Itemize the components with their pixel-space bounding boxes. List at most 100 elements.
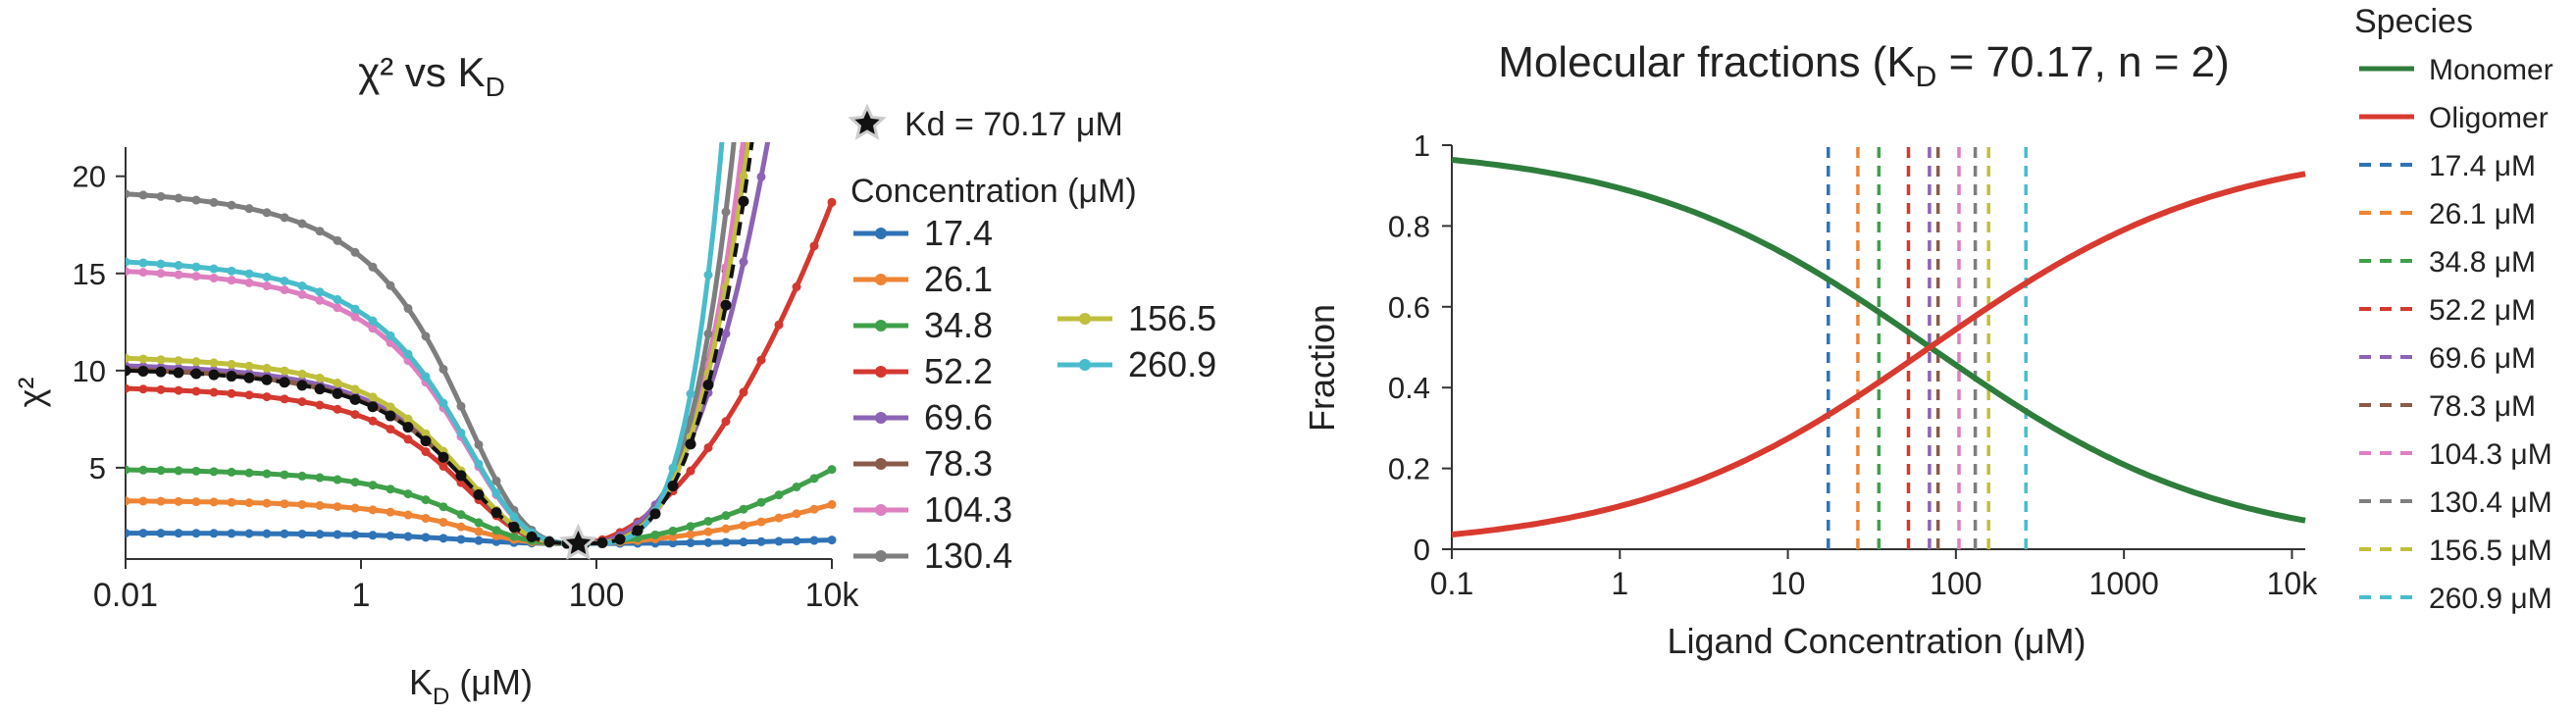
chi2-series-52-2-point: [368, 416, 378, 426]
chi2-series-26-1-point: [138, 496, 148, 506]
chi2-series-260-9-point: [386, 331, 395, 340]
chi2-series-34-8-point: [650, 530, 660, 539]
chi2-series-260-9-point: [350, 304, 360, 314]
chi2-x-tick-label: 0.01: [93, 577, 158, 614]
chi2-series-26-1-point: [315, 500, 325, 510]
chi2-mean-series-point: [208, 369, 220, 381]
chi2-mean-series-point: [649, 508, 661, 520]
chi2-series-17-4-point: [174, 529, 183, 538]
chi2-legend-swatch-dot: [875, 458, 887, 470]
chi2-series-104-3-point: [742, 142, 746, 143]
chi2-series-17-4-point: [368, 531, 378, 540]
chi2-series-34-8-point: [774, 490, 784, 500]
chi2-series-156-5-point: [262, 363, 272, 373]
chi2-series-26-1-point: [456, 522, 466, 532]
chi2-series-17-4-point: [244, 529, 254, 538]
chi2-series-104-3-point: [244, 278, 254, 287]
chi2-mean-series-point: [667, 481, 679, 492]
chi2-series-260-9-point: [315, 287, 325, 297]
chi2-series-26-1-point: [403, 510, 413, 520]
chi2-series-34-8-point: [668, 526, 678, 536]
chi2-series-260-9-point: [474, 459, 484, 469]
chi2-series-26-1-point: [739, 521, 748, 531]
chi2-series-34-8-point: [350, 478, 360, 487]
chi2-series-26-1-point: [438, 518, 448, 528]
chi2-y-tick-label: 20: [73, 160, 106, 194]
chi2-series-34-8-point: [474, 518, 484, 528]
chi2-legend-title: Concentration (μM): [850, 173, 1137, 210]
chi2-series-130-4-point: [350, 247, 360, 257]
chi2-series-260-9-point: [491, 488, 501, 498]
fractions-series-group: [1451, 145, 2306, 549]
chi2-legend-swatch-dot: [875, 228, 887, 239]
chi2-y-tick-label: 15: [73, 257, 106, 291]
chi2-series-156-5-point: [333, 379, 342, 388]
chi2-series-130-4-point: [721, 207, 731, 217]
chi2-series-130-4-point: [191, 195, 201, 205]
chi2-series-52-2-point: [280, 394, 289, 404]
chi2-series-156-5-point: [739, 172, 748, 181]
chi2-series-52-2-point: [315, 400, 325, 410]
fractions-y-tick-label: 1: [1414, 128, 1430, 163]
chi2-series-52-2-point: [227, 388, 236, 398]
chi2-series-130-4-point: [403, 303, 413, 313]
fractions-x-tick-label: 10k: [2267, 566, 2319, 601]
chi2-series-52-2-point: [244, 390, 254, 400]
chi2-x-tick-label: 100: [569, 577, 625, 614]
chi2-series-34-8-point: [315, 473, 325, 483]
chi2-series-26-1-point: [774, 513, 784, 523]
chi2-series-17-4-point: [739, 537, 748, 547]
chi2-mean-series-point: [438, 451, 449, 463]
chi2-series-52-2-point: [126, 383, 130, 393]
species-legend-label: Monomer: [2429, 54, 2553, 86]
chi2-series-34-8-point: [421, 495, 431, 505]
chi2-mean-series-point: [473, 488, 485, 500]
chi2-series-104-3-point: [333, 303, 342, 313]
chi2-series-17-4-point: [156, 529, 166, 538]
chi2-series-26-1-point: [244, 498, 254, 508]
oligomer-line: [1451, 171, 2306, 537]
fractions-x-tick-label: 0.1: [1430, 566, 1473, 601]
chi2-series-34-8-point: [174, 466, 183, 476]
species-legend-label: 69.6 μM: [2429, 342, 2536, 375]
chi2-series-17-4-point: [191, 529, 201, 538]
chi2-series-52-2-point: [739, 387, 748, 397]
chi2-series-130-4-point: [227, 200, 236, 210]
chi2-series-26-1-point: [386, 507, 395, 517]
chi2-series-34-8-point: [156, 466, 166, 476]
chi2-legend-swatch-dot: [875, 366, 887, 378]
chi2-series-104-3-point: [126, 267, 130, 277]
chi2-mean-series-point: [420, 435, 432, 447]
chi2-series-69-6-point: [756, 172, 766, 181]
chi2-mean-series-point: [155, 366, 167, 378]
chi2-series-34-8-point: [368, 481, 378, 490]
chi2-mean-series-point: [614, 534, 626, 545]
chi2-series-260-9-point: [174, 261, 183, 271]
chi2-series-17-4-point: [792, 536, 801, 545]
chi2-series-260-9-point: [456, 428, 466, 437]
chi2-mean-series-point: [332, 387, 343, 399]
chi2-series-26-1-point: [333, 502, 342, 512]
chi2-series-52-2-point: [774, 320, 784, 330]
chi2-series-34-8-point: [333, 475, 342, 484]
chi2-series-17-4-point: [756, 536, 766, 546]
chi2-series-52-2-point: [174, 385, 183, 395]
chi2-series-104-3-point: [227, 276, 236, 285]
chi2-legend-swatch-dot: [1079, 313, 1091, 325]
chi2-series-34-8-point: [827, 465, 837, 475]
chi2-series-156-5-point: [315, 373, 325, 382]
chi2-legend-label: 69.6: [924, 397, 993, 437]
chi2-series-156-5-point: [280, 366, 289, 376]
chi2-mean-series-point: [314, 383, 326, 395]
chi2-series-34-8-point: [386, 484, 395, 494]
chi2-chart-title: χ² vs KD: [358, 49, 505, 102]
chi2-series-17-4-point: [262, 529, 272, 538]
chi2-series-69-6-point: [721, 329, 731, 338]
chi2-series-52-2-point: [756, 355, 766, 365]
chi2-mean-series-point: [137, 365, 149, 377]
chi2-series-156-5-point: [421, 429, 431, 438]
fractions-x-tick-label: 10: [1771, 566, 1806, 601]
fractions-y-tick-label: 0.2: [1388, 452, 1430, 486]
best-fit-star-marker: [558, 523, 598, 560]
